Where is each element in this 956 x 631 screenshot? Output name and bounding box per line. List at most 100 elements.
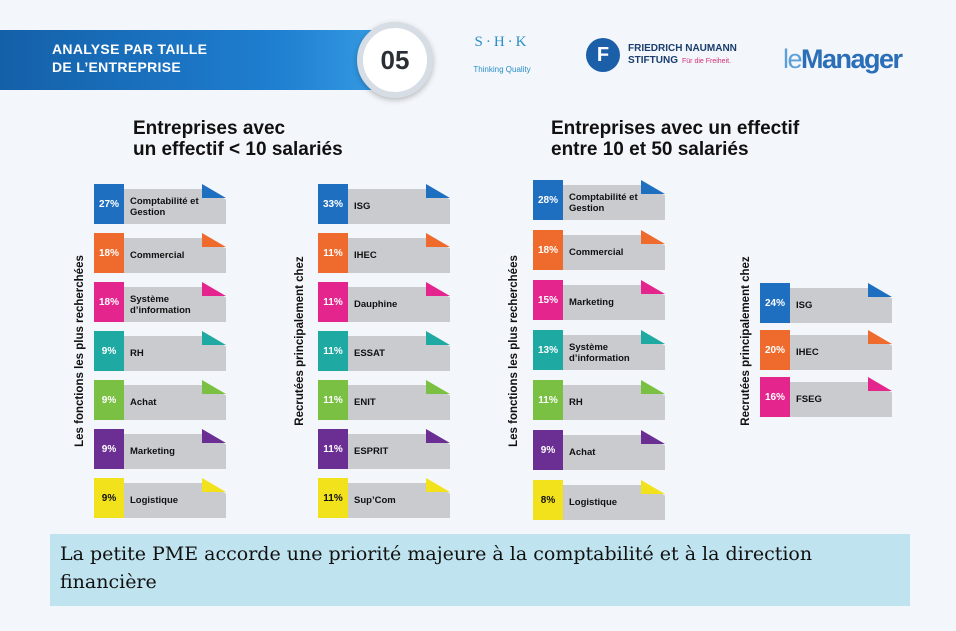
school-small-item: 11% IHEC (318, 233, 450, 273)
function-small-item-label: Commercial (130, 250, 185, 261)
function-medium-item-label: Marketing (569, 297, 614, 308)
function-small-item-label: Système d’information (130, 293, 191, 316)
school-small-item-percent: 11% (318, 282, 348, 322)
school-medium-item-percent: 24% (760, 283, 790, 323)
function-medium-item-label: Logistique (569, 497, 618, 508)
section-title-medium-line1: Entreprises avec un effectif (551, 118, 800, 139)
function-medium-item: 11% RH (533, 380, 665, 420)
function-medium-item-label: Commercial (569, 247, 624, 258)
function-small-item-percent: 27% (94, 184, 124, 224)
school-medium-item: 24% ISG (760, 283, 892, 323)
function-small-item: 27% Comptabilité et Gestion (94, 184, 226, 224)
school-medium-item: 16% FSEG (760, 377, 892, 417)
function-medium-item-label: Achat (569, 447, 596, 458)
school-small-item-label: ENIT (354, 397, 376, 408)
school-small-item-percent: 33% (318, 184, 348, 224)
shk-logo-tagline: Thinking Quality (473, 65, 531, 74)
function-medium-item: 18% Commercial (533, 230, 665, 270)
school-small-item: 33% ISG (318, 184, 450, 224)
function-small-item-percent: 9% (94, 429, 124, 469)
section-title-small-line1: Entreprises avec (133, 118, 286, 139)
school-small-item-percent: 11% (318, 233, 348, 273)
function-small-item-label: Achat (130, 397, 157, 408)
section-title-medium: Entreprises avec un effectif entre 10 et… (551, 118, 799, 160)
function-medium-item-label: Système d’information (569, 341, 630, 364)
function-medium-item-percent: 28% (533, 180, 563, 220)
school-small-item: 11% ENIT (318, 380, 450, 420)
function-small-item: 18% Commercial (94, 233, 226, 273)
recruited-label-medium: Recrutées principalement chez (740, 256, 752, 426)
school-small-item-label: Dauphine (354, 299, 398, 310)
school-small-item-label: Sup’Com (354, 495, 396, 506)
header-band (0, 30, 400, 90)
lemanager-prefix: le (783, 44, 803, 74)
section-title-small: Entreprises avec un effectif < 10 salari… (133, 118, 343, 160)
school-small-item-percent: 11% (318, 331, 348, 371)
school-medium-item-percent: 20% (760, 330, 790, 370)
function-medium-item: 28% Comptabilité et Gestion (533, 180, 665, 220)
function-medium-item-percent: 13% (533, 330, 563, 370)
shk-logo: S·H·K Thinking Quality (462, 34, 542, 78)
function-small-item: 9% Marketing (94, 429, 226, 469)
school-small-item: 11% Sup’Com (318, 478, 450, 518)
recruited-label-small: Recrutées principalement chez (294, 256, 306, 426)
school-small-item-label: ISG (354, 201, 371, 212)
school-small-item-label: ESPRIT (354, 446, 389, 457)
function-small-item-label: RH (130, 348, 144, 359)
fnf-logo-line2: STIFTUNG (628, 54, 678, 66)
school-medium-item-label: IHEC (796, 347, 819, 358)
function-medium-item-percent: 18% (533, 230, 563, 270)
function-small-item: 9% Achat (94, 380, 226, 420)
function-small-item-label: Comptabilité et Gestion (130, 195, 199, 218)
section-title-medium-line2: entre 10 et 50 salariés (551, 139, 749, 160)
functions-label-medium: Les fonctions les plus recherchées (508, 255, 520, 447)
fnf-logo-tagline: Für die Freiheit. (682, 57, 732, 65)
school-small-item: 11% ESPRIT (318, 429, 450, 469)
function-small-item: 18% Système d’information (94, 282, 226, 322)
fnf-logo: F FRIEDRICH NAUMANN STIFTUNG Für die Frei… (586, 38, 737, 72)
function-medium-item: 13% Système d’information (533, 330, 665, 370)
function-medium-item: 8% Logistique (533, 480, 665, 520)
function-medium-item-percent: 9% (533, 430, 563, 470)
section-number-badge: 05 (357, 22, 433, 98)
function-small-item-label: Logistique (130, 495, 179, 506)
function-small-item: 9% Logistique (94, 478, 226, 518)
function-small-item-label: Marketing (130, 446, 175, 457)
school-small-item-percent: 11% (318, 429, 348, 469)
function-small-item-percent: 9% (94, 478, 124, 518)
school-small-item-label: ESSAT (354, 348, 385, 359)
header-title-line2: DE L’ENTREPRISE (52, 59, 181, 75)
function-medium-item-percent: 8% (533, 480, 563, 520)
section-number: 05 (380, 44, 410, 75)
function-medium-item-percent: 15% (533, 280, 563, 320)
fnf-logo-line1: FRIEDRICH NAUMANN (628, 42, 737, 54)
school-medium-item: 20% IHEC (760, 330, 892, 370)
functions-label-small: Les fonctions les plus recherchées (74, 255, 86, 447)
function-medium-item: 9% Achat (533, 430, 665, 470)
caption-text: La petite PME accorde une priorité majeu… (60, 543, 813, 593)
function-medium-item-label: Comptabilité et Gestion (569, 191, 638, 214)
school-small-item: 11% ESSAT (318, 331, 450, 371)
function-small-item-percent: 9% (94, 331, 124, 371)
school-small-item-percent: 11% (318, 380, 348, 420)
function-small-item: 9% RH (94, 331, 226, 371)
school-small-item: 11% Dauphine (318, 282, 450, 322)
school-medium-item-percent: 16% (760, 377, 790, 417)
school-medium-item-label: FSEG (796, 394, 822, 405)
school-small-item-percent: 11% (318, 478, 348, 518)
function-small-item-percent: 9% (94, 380, 124, 420)
section-title-small-line2: un effectif < 10 salariés (133, 139, 343, 160)
function-medium-item: 15% Marketing (533, 280, 665, 320)
caption-box: La petite PME accorde une priorité majeu… (50, 534, 910, 606)
function-medium-item-percent: 11% (533, 380, 563, 420)
lemanager-name: Manager (801, 44, 903, 74)
header-title: ANALYSE PAR TAILLE DE L’ENTREPRISE (52, 40, 207, 76)
shk-logo-mark: S·H·K (474, 34, 530, 50)
function-medium-item-label: RH (569, 397, 583, 408)
school-small-item-label: IHEC (354, 250, 377, 261)
header-title-line1: ANALYSE PAR TAILLE (52, 41, 208, 57)
function-small-item-percent: 18% (94, 282, 124, 322)
lemanager-logo: leManager (783, 44, 903, 75)
fnf-logo-icon: F (586, 38, 620, 72)
school-medium-item-label: ISG (796, 300, 813, 311)
